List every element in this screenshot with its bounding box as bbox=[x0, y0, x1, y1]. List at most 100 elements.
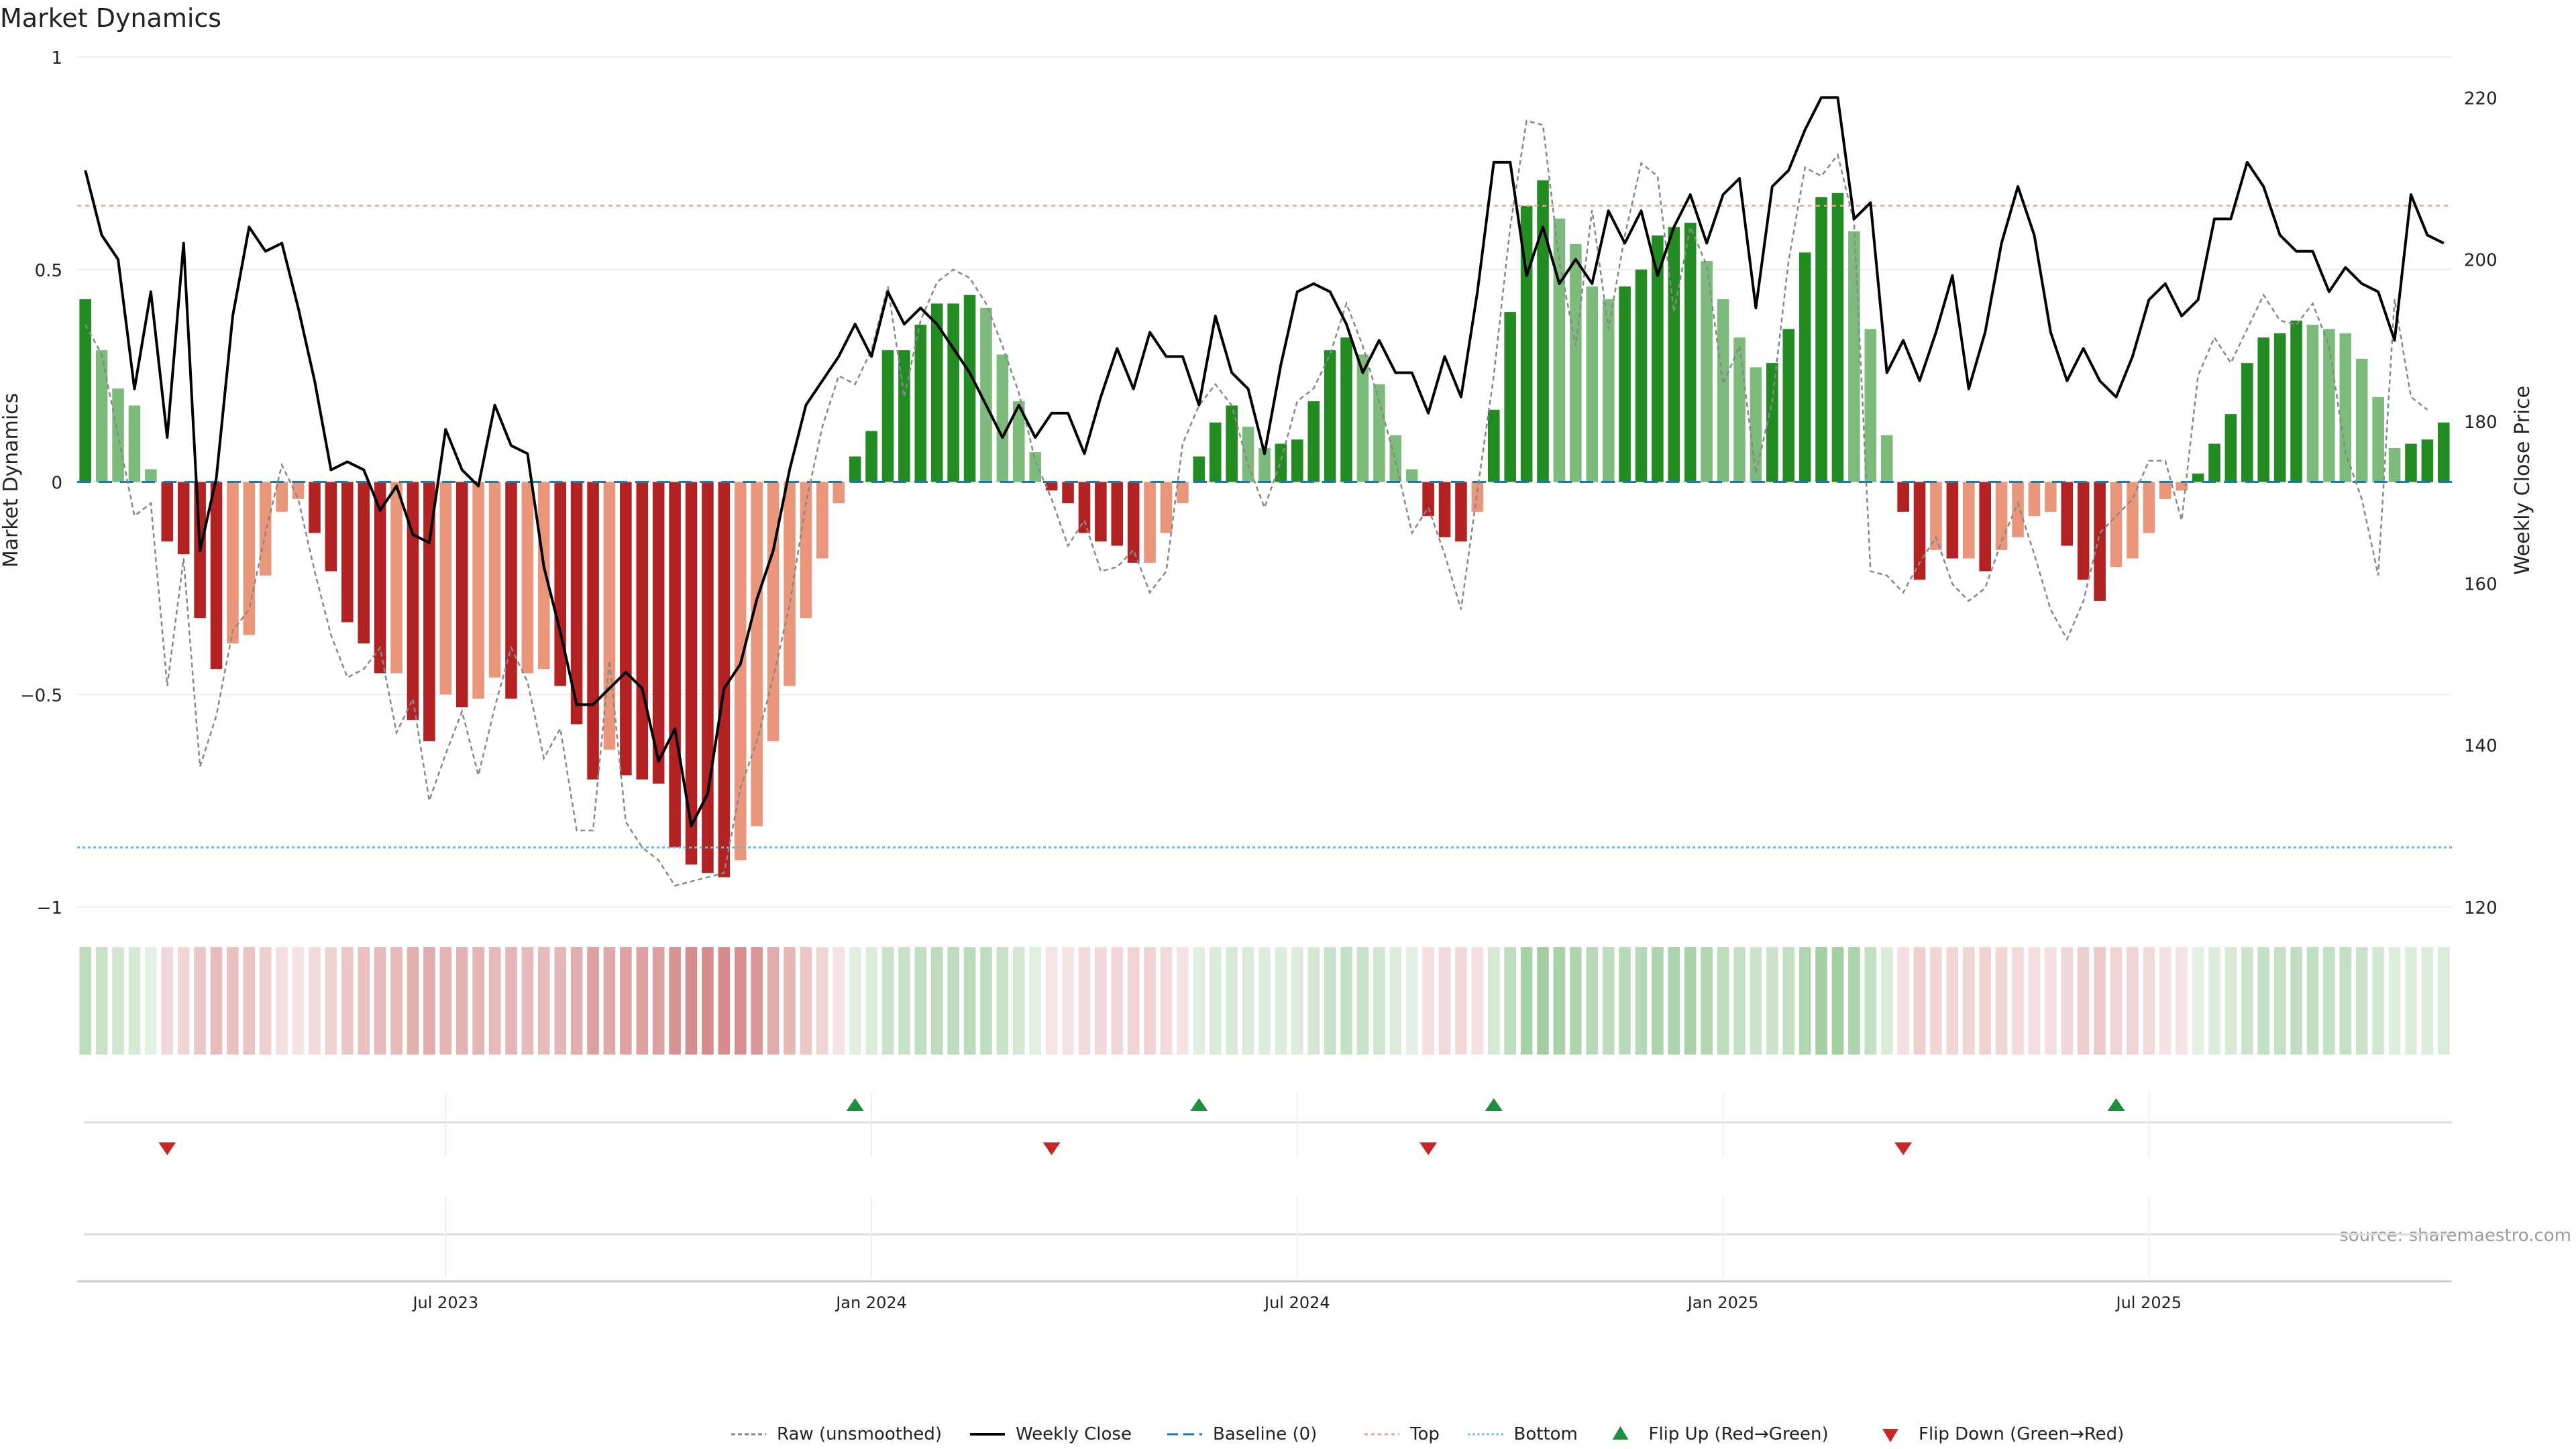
dynamics-bar bbox=[1226, 405, 1238, 482]
dynamics-bar bbox=[1537, 180, 1549, 482]
regime-strip-cell bbox=[1193, 947, 1205, 1055]
dynamics-bar bbox=[833, 482, 845, 504]
regime-strip-cell bbox=[2208, 947, 2220, 1055]
regime-strip-cell bbox=[784, 947, 796, 1055]
dynamics-bar bbox=[554, 482, 566, 686]
dynamics-bar bbox=[472, 482, 484, 699]
dynamics-bar bbox=[1029, 452, 1041, 482]
regime-strip-cell bbox=[538, 947, 550, 1055]
regime-strip-cell bbox=[669, 947, 681, 1055]
regime-strip-cell bbox=[1324, 947, 1336, 1055]
flip-down-marker bbox=[1894, 1142, 1913, 1155]
regime-strip-cell bbox=[439, 947, 452, 1055]
regime-strip-cell bbox=[1619, 947, 1631, 1055]
weekly-close-line bbox=[84, 96, 2445, 828]
regime-strip-cell bbox=[1258, 947, 1271, 1055]
regime-strip-cell bbox=[472, 947, 484, 1055]
raw-unsmoothed-line bbox=[85, 119, 2428, 887]
regime-strip-cell bbox=[128, 947, 141, 1055]
regime-strip-cell bbox=[1553, 947, 1566, 1055]
dynamics-bar bbox=[390, 482, 402, 674]
dynamics-bar bbox=[79, 299, 91, 482]
regime-strip-cell bbox=[2372, 947, 2384, 1055]
dynamics-bar bbox=[800, 482, 812, 619]
regime-strip-cell bbox=[2061, 947, 2074, 1055]
dynamics-bar bbox=[2405, 443, 2417, 482]
dynamics-bar bbox=[259, 482, 272, 576]
regime-strip-cell bbox=[849, 947, 861, 1055]
regime-strip-cell bbox=[2290, 947, 2302, 1055]
regime-strip-cell bbox=[1209, 947, 1222, 1055]
dynamics-bar bbox=[488, 482, 501, 678]
dynamics-bar bbox=[1553, 218, 1566, 482]
regime-strip-cell bbox=[1635, 947, 1648, 1055]
regime-strip-cell bbox=[1995, 947, 2008, 1055]
dynamics-bar bbox=[2388, 447, 2401, 482]
regime-strip-cell bbox=[1782, 947, 1795, 1055]
regime-strip-cell bbox=[145, 947, 157, 1055]
dynamics-bar bbox=[1864, 329, 1877, 482]
regime-strip-cell bbox=[1537, 947, 1549, 1055]
dynamics-bar bbox=[1389, 435, 1402, 482]
regime-strip-cell bbox=[587, 947, 599, 1055]
regime-strip-cell bbox=[1013, 947, 1025, 1055]
regime-strip-cell bbox=[1144, 947, 1156, 1055]
regime-strip-cell bbox=[1766, 947, 1778, 1055]
regime-strip-cell bbox=[2405, 947, 2417, 1055]
regime-strip-cell bbox=[1356, 947, 1369, 1055]
dynamics-bar bbox=[455, 482, 468, 708]
regime-strip-cell bbox=[1045, 947, 1058, 1055]
dynamics-bar bbox=[227, 482, 239, 644]
regime-strip-cell bbox=[2438, 947, 2450, 1055]
dynamics-bar bbox=[767, 482, 780, 741]
dynamics-bar bbox=[996, 354, 1009, 482]
regime-strip-cell bbox=[259, 947, 272, 1055]
dynamics-bar bbox=[243, 482, 256, 635]
legend-label: Top bbox=[1409, 1424, 1440, 1444]
y2-tick-label: 180 bbox=[2464, 413, 2498, 433]
dynamics-bar bbox=[1062, 482, 1074, 504]
regime-strip-cell bbox=[358, 947, 370, 1055]
dynamics-bar bbox=[439, 482, 452, 695]
regime-strip-cell bbox=[898, 947, 910, 1055]
dynamics-bar bbox=[2372, 396, 2384, 482]
dynamics-bar bbox=[1880, 435, 1893, 482]
regime-strip-cell bbox=[1275, 947, 1287, 1055]
regime-strip-cell bbox=[194, 947, 206, 1055]
regime-strip-cell bbox=[620, 947, 632, 1055]
regime-strip-cell bbox=[1455, 947, 1467, 1055]
regime-strip-cell bbox=[2159, 947, 2171, 1055]
x-tick-label: Jul 2025 bbox=[2115, 1293, 2182, 1312]
dynamics-bar bbox=[1455, 482, 1467, 542]
dynamics-bar bbox=[1307, 401, 1320, 482]
dynamics-bar bbox=[1733, 337, 1746, 482]
dynamics-bar bbox=[751, 482, 763, 826]
legend-label: Flip Up (Red→Green) bbox=[1649, 1424, 1829, 1444]
regime-strip-cell bbox=[2143, 947, 2155, 1055]
regime-strip-cell bbox=[1799, 947, 1811, 1055]
y2-tick-label: 120 bbox=[2464, 898, 2498, 918]
dynamics-bar bbox=[1684, 223, 1697, 482]
dynamics-bar bbox=[505, 482, 517, 699]
dynamics-bar bbox=[2143, 482, 2155, 533]
dynamics-bar bbox=[95, 350, 108, 482]
dynamics-bar bbox=[1652, 235, 1664, 482]
dynamics-bar bbox=[1930, 482, 1942, 550]
regime-strip-cell bbox=[390, 947, 402, 1055]
dynamics-bar bbox=[2077, 482, 2090, 580]
x-tick-label: Jul 2024 bbox=[1263, 1293, 1330, 1312]
dynamics-bar bbox=[210, 482, 223, 669]
dynamics-bar bbox=[898, 350, 910, 482]
regime-strip-cell bbox=[2192, 947, 2204, 1055]
dynamics-bar bbox=[1111, 482, 1124, 546]
dynamics-bar bbox=[1324, 350, 1336, 482]
regime-strip-cell bbox=[1864, 947, 1877, 1055]
dynamics-bar bbox=[2421, 439, 2434, 482]
regime-strip-cell bbox=[1062, 947, 1074, 1055]
regime-strip-cell bbox=[2273, 947, 2286, 1055]
dynamics-bar bbox=[669, 482, 681, 848]
regime-strip-cell bbox=[1160, 947, 1173, 1055]
regime-strip-cell bbox=[800, 947, 812, 1055]
regime-strip-cell bbox=[980, 947, 992, 1055]
dynamics-bar bbox=[2273, 333, 2286, 482]
